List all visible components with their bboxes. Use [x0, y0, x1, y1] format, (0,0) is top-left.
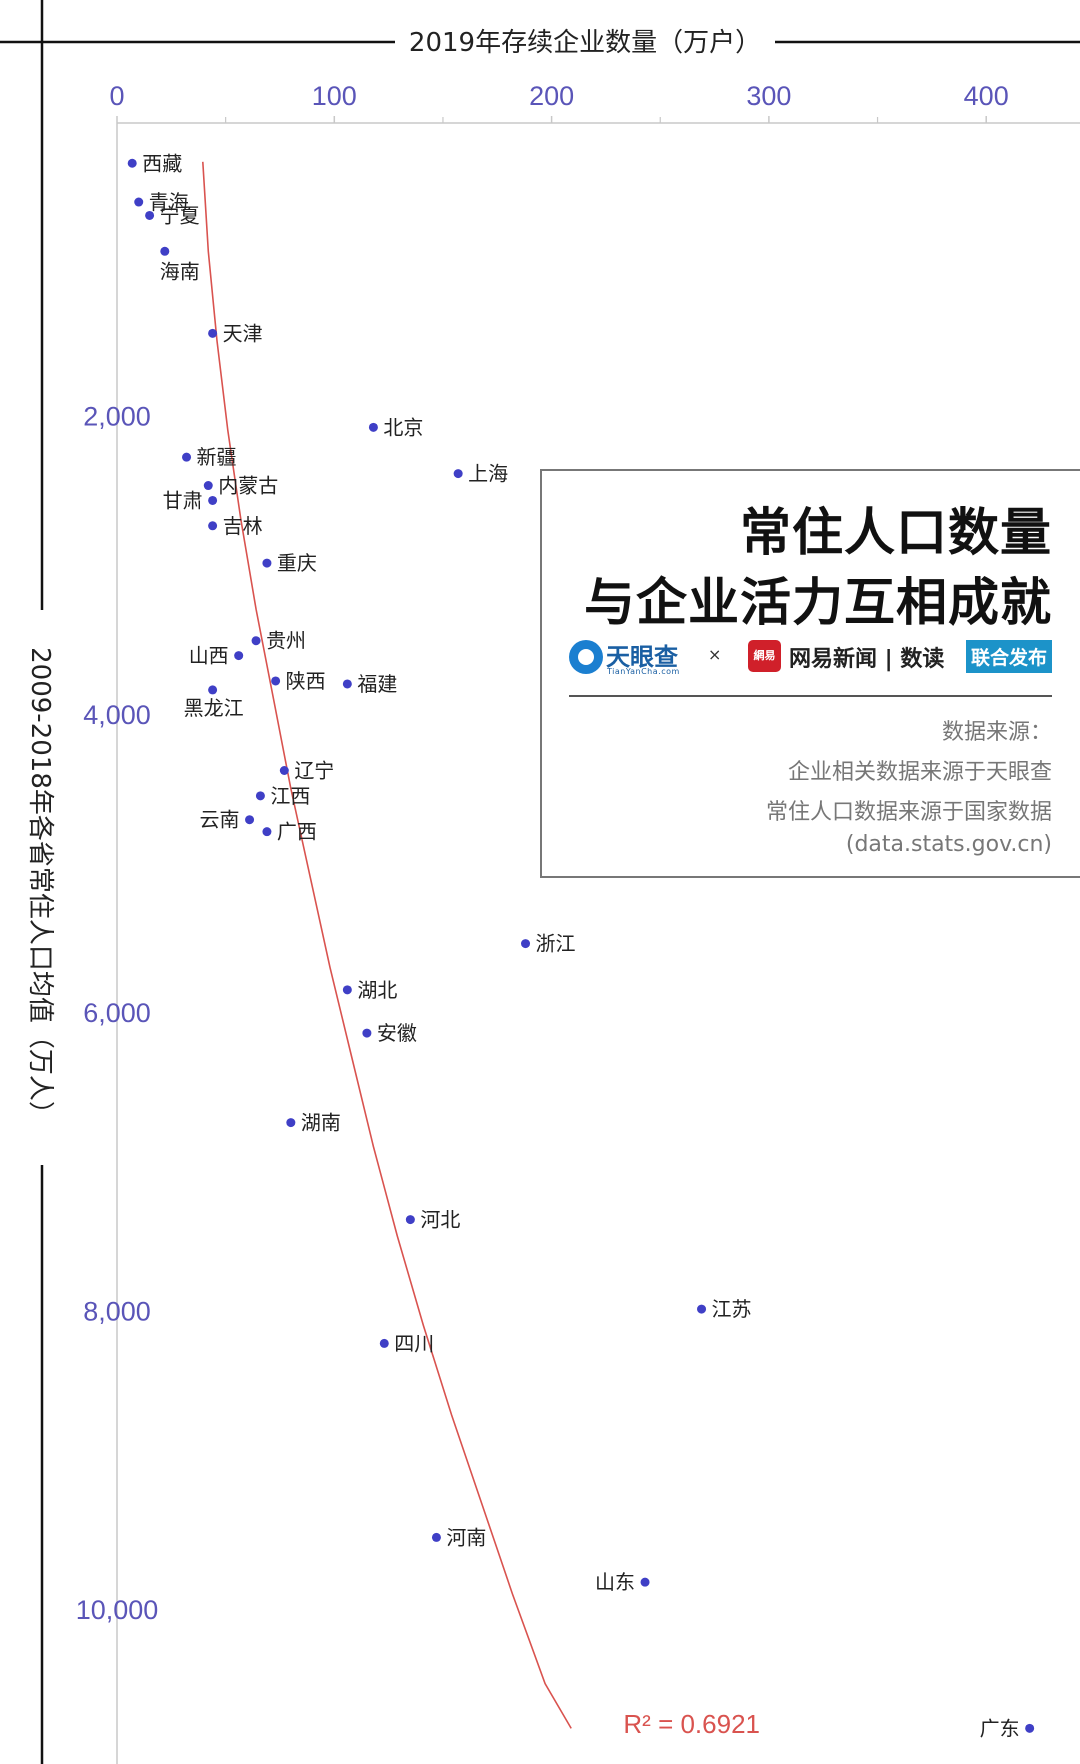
trendline-group [202, 161, 572, 1729]
data-point [453, 469, 463, 479]
point-label: 广东 [980, 1716, 1020, 1740]
data-point [255, 791, 265, 801]
data-point [362, 1028, 372, 1038]
joint-release-badge: 联合发布 [965, 640, 1052, 673]
data-point [431, 1532, 441, 1542]
point-label: 新疆 [197, 445, 237, 469]
source-line-2: 常住人口数据来源于国家数据 [765, 800, 1052, 825]
point-label: 甘肃 [163, 488, 203, 512]
source-line-3: (data.stats.gov.cn) [845, 832, 1052, 857]
tianyancha-logo-icon [569, 640, 603, 674]
point-label: 山东 [595, 1570, 635, 1594]
point-label: 辽宁 [294, 758, 334, 782]
data-point [640, 1577, 650, 1587]
point-label: 黑龙江 [184, 696, 244, 720]
x-axis-ticks: 0 100 200 300 400 [109, 81, 1009, 123]
tianyancha-logo-url: TianYanCha.com [607, 667, 680, 676]
data-point [262, 827, 272, 837]
data-point [127, 158, 137, 168]
headline-line-2: 与企业活力互相成就 [583, 574, 1052, 633]
data-point [245, 815, 255, 825]
point-label: 云南 [200, 808, 240, 832]
y-tick-label: 10,000 [76, 1595, 159, 1625]
publisher-logos: 天眼查 TianYanCha.com × 網易 网易新闻 | 数读 联合发布 [569, 637, 1052, 677]
point-label: 北京 [383, 415, 423, 439]
data-point [286, 1118, 296, 1128]
data-point [271, 676, 281, 686]
y-axis-ticks: 2,000 4,000 6,000 8,000 10,000 [76, 401, 159, 1625]
data-point [251, 636, 261, 646]
x-tick-label: 200 [529, 81, 574, 111]
headline-line-1: 常住人口数量 [739, 504, 1052, 563]
y-tick-label: 2,000 [83, 401, 151, 431]
data-point [208, 685, 218, 695]
point-label: 福建 [357, 672, 397, 696]
point-label: 湖北 [357, 978, 397, 1002]
data-point [182, 452, 192, 462]
netease-logo-text: 网易新闻 | 数读 [789, 647, 945, 672]
data-point [145, 210, 155, 220]
point-label: 湖南 [301, 1111, 341, 1135]
data-point [134, 197, 144, 207]
data-point [368, 422, 378, 432]
data-point [342, 985, 352, 995]
point-label: 河北 [420, 1208, 460, 1232]
netease-logo-icon: 網易 [748, 640, 781, 672]
y-tick-label: 8,000 [83, 1297, 151, 1327]
data-point [208, 521, 218, 531]
point-label: 江西 [270, 784, 310, 808]
data-point [1025, 1723, 1035, 1733]
point-label: 贵州 [266, 629, 306, 653]
data-point [208, 328, 218, 338]
source-title: 数据来源： [941, 720, 1052, 745]
point-label: 广西 [277, 820, 317, 844]
point-label: 吉林 [223, 514, 263, 538]
data-point [342, 679, 352, 689]
x-tick-label: 0 [109, 81, 124, 111]
y-tick-label: 4,000 [83, 700, 151, 730]
data-point [208, 495, 218, 505]
data-point [379, 1338, 389, 1348]
point-label: 江苏 [712, 1297, 752, 1321]
point-label: 浙江 [536, 932, 576, 956]
data-point [279, 765, 289, 775]
point-label: 上海 [468, 462, 508, 486]
data-point [405, 1215, 415, 1225]
point-label: 四川 [394, 1331, 434, 1355]
r-squared-label: R² = 0.6921 [623, 1709, 760, 1739]
info-divider [569, 695, 1052, 697]
x-tick-label: 100 [312, 81, 357, 111]
data-point [262, 558, 272, 568]
x-tick-label: 300 [746, 81, 791, 111]
info-box: 常住人口数量 与企业活力互相成就 天眼查 TianYanCha.com × 網易… [540, 469, 1080, 878]
point-label: 安徽 [377, 1021, 417, 1045]
y-axis-title: 2009-2018年各省常住人口均值（万人） [25, 647, 55, 1127]
point-label: 陕西 [286, 669, 326, 693]
tianyancha-logo-text: 天眼查 [606, 643, 678, 671]
x-tick-label: 400 [964, 81, 1009, 111]
y-tick-label: 6,000 [83, 998, 151, 1028]
collab-cross: × [708, 645, 722, 664]
point-label: 海南 [160, 259, 200, 283]
point-label: 重庆 [277, 551, 317, 575]
point-label: 宁夏 [160, 203, 200, 227]
point-label: 天津 [223, 321, 263, 345]
data-point [697, 1304, 707, 1314]
data-point [234, 651, 244, 661]
point-label: 山西 [189, 644, 229, 668]
x-axis-title: 2019年存续企业数量（万户） [409, 28, 761, 58]
source-line-1: 企业相关数据来源于天眼查 [787, 760, 1052, 785]
point-label: 西藏 [142, 151, 182, 175]
point-label: 河南 [446, 1525, 486, 1549]
point-label: 青海 [149, 190, 189, 214]
data-point [521, 939, 531, 949]
trendline [202, 161, 572, 1729]
data-point [203, 481, 213, 491]
point-label: 内蒙古 [218, 474, 278, 498]
data-point [160, 246, 170, 256]
